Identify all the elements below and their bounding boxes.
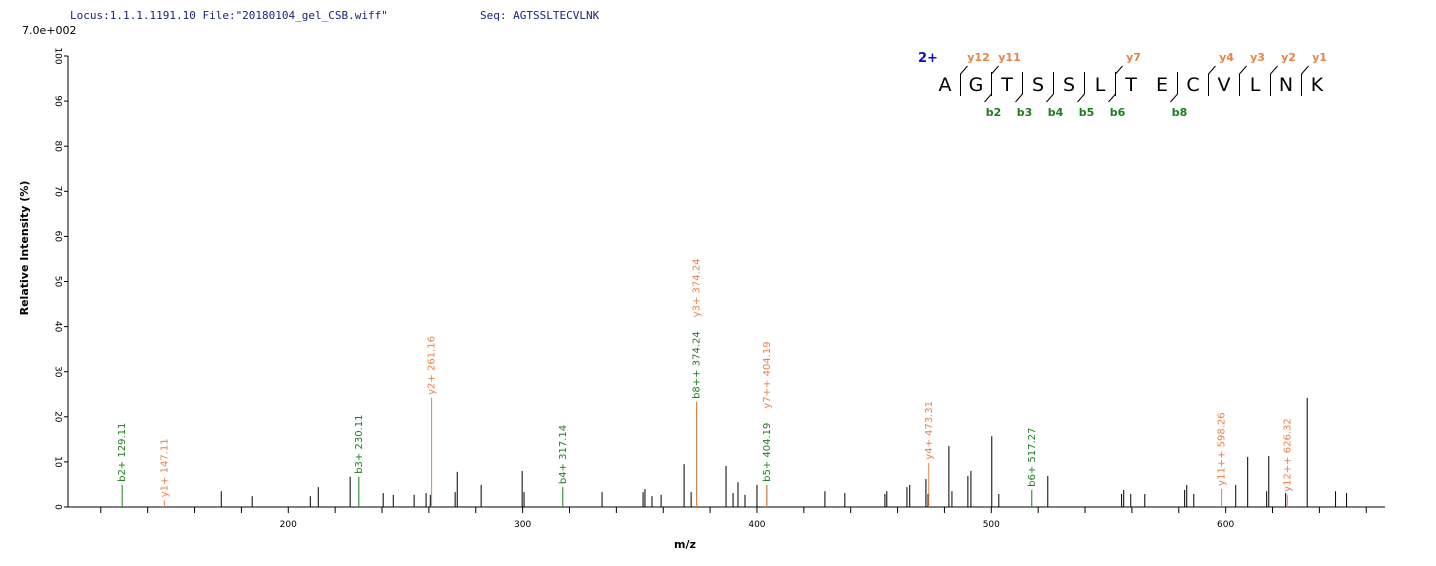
y-tick-label: 40 [53, 321, 63, 333]
b-ion-label: b5+ 404.19 [762, 423, 773, 482]
b-ion-label: b6+ 517.27 [1027, 428, 1038, 487]
residue: T [1124, 74, 1137, 96]
y-tick-label: 10 [53, 456, 63, 468]
residue: A [939, 74, 952, 96]
b-ion-bracket [984, 72, 992, 103]
y-ion-bracket [991, 65, 999, 96]
x-tick-label: 400 [748, 520, 765, 530]
b-ion-tag: b6 [1110, 106, 1126, 119]
b-ion-bracket [1077, 72, 1085, 103]
b-ion-bracket [1015, 72, 1023, 103]
y-axis-title: Relative Intensity (%) [18, 181, 31, 316]
b-ion-tag: b4 [1048, 106, 1064, 119]
residue: L [1095, 74, 1106, 96]
y-tick-label: 100 [53, 47, 63, 64]
locus-text: Locus:1.1.1.1191.10 File:"20180104_gel_C… [70, 9, 388, 22]
y-ion-tag: y3 [1250, 51, 1265, 64]
y-tick-label: 70 [53, 186, 63, 198]
x-tick-label: 300 [514, 520, 531, 530]
x-tick-label: 200 [280, 520, 297, 530]
residue: S [1063, 74, 1075, 96]
b-ion-label: b2+ 129.11 [117, 423, 128, 482]
y-ion-tag: y12 [967, 51, 989, 64]
b-ion-tag: b8 [1172, 106, 1188, 119]
sequence-text: Seq: AGTSSLTECVLNK [480, 9, 600, 22]
scale-label: 7.0e+002 [22, 24, 76, 37]
y-ion-label: y4+ 473.31 [924, 401, 935, 460]
y-ion-label: y7++ 404.19 [762, 341, 773, 408]
y-ion-label: y11++ 598.26 [1217, 412, 1228, 486]
b-ion-bracket [1108, 72, 1116, 103]
b-ion-tag: b2 [986, 106, 1002, 119]
charge-label: 2+ [918, 51, 938, 66]
y-tick-label: 80 [53, 140, 63, 152]
y-tick-label: 30 [53, 366, 63, 378]
y-ion-bracket [1301, 65, 1309, 96]
residue: E [1156, 74, 1168, 96]
b-ion-bracket [1046, 72, 1054, 103]
y-ion-tag: y2 [1281, 51, 1296, 64]
y-ion-label: y1+ 147.11 [159, 438, 170, 497]
residue: N [1279, 74, 1293, 96]
y-ion-label: y3+ 374.24 [692, 258, 703, 317]
y-ion-bracket [1239, 65, 1247, 96]
y-ion-label: y2+ 261.16 [427, 336, 438, 395]
residue: V [1218, 74, 1231, 96]
residue: C [1186, 74, 1199, 96]
y-ion-bracket [960, 65, 968, 96]
y-tick-label: 60 [53, 231, 63, 243]
residue: L [1250, 74, 1261, 96]
residue: T [1000, 74, 1013, 96]
y-ion-bracket [1115, 65, 1123, 96]
x-tick-label: 500 [983, 520, 1000, 530]
b-ion-label: b8++ 374.24 [692, 331, 703, 399]
y-ion-bracket [1270, 65, 1278, 96]
y-tick-label: 20 [53, 411, 63, 423]
y-ion-tag: y11 [998, 51, 1020, 64]
x-tick-label: 600 [1217, 520, 1234, 530]
y-ion-tag: y1 [1312, 51, 1327, 64]
y-ion-tag: y4 [1219, 51, 1234, 64]
x-axis-title: m/z [674, 538, 696, 551]
residue: G [969, 74, 984, 96]
residue: K [1311, 74, 1324, 96]
y-tick-label: 90 [53, 95, 63, 107]
y-ion-bracket [1208, 65, 1216, 96]
y-ion-label: y12++ 626.32 [1282, 418, 1293, 492]
residue: S [1032, 74, 1044, 96]
y-ion-tag: y7 [1126, 51, 1141, 64]
b-ion-bracket [1170, 72, 1178, 103]
b-ion-tag: b5 [1079, 106, 1095, 119]
b-ion-tag: b3 [1017, 106, 1033, 119]
y-tick-label: 50 [53, 276, 63, 288]
b-ion-label: b4+ 317.14 [558, 425, 569, 484]
y-tick-label: 0 [53, 504, 63, 510]
b-ion-label: b3+ 230.11 [354, 415, 365, 474]
